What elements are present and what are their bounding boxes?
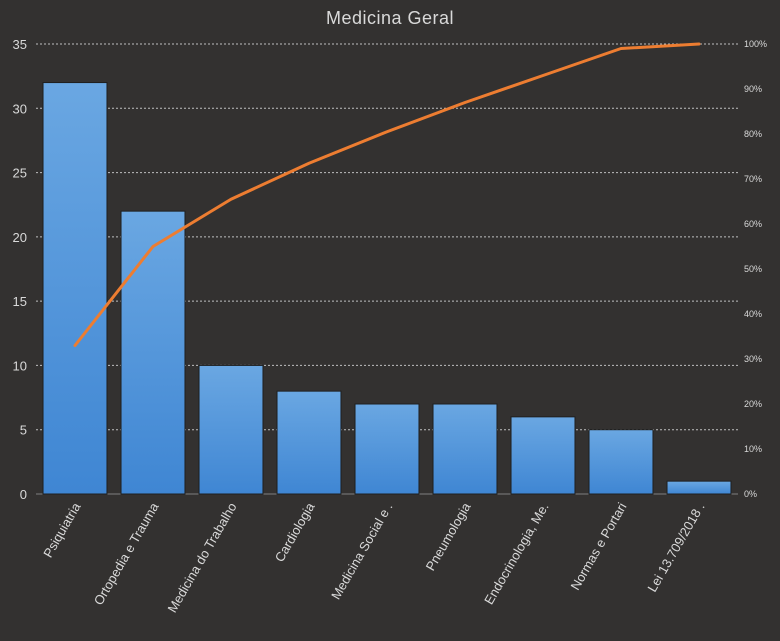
category-label: Medicina do Trabalho — [164, 500, 239, 615]
bar — [120, 210, 186, 495]
y2-tick-label: 40% — [744, 309, 762, 319]
bar — [588, 429, 654, 495]
bar — [42, 82, 108, 495]
category-label: Lei 13.709/2018 . — [644, 500, 707, 595]
y2-tick-label: 20% — [744, 399, 762, 409]
y2-tick-label: 100% — [744, 39, 767, 49]
y2-tick-label: 30% — [744, 354, 762, 364]
bar — [354, 403, 420, 495]
bar — [276, 390, 342, 495]
category-label: Normas e Portari — [567, 500, 629, 593]
category-label: Medicina Social e . — [328, 500, 396, 602]
y2-tick-label: 10% — [744, 444, 762, 454]
bar — [432, 403, 498, 495]
y-tick-label: 15 — [13, 294, 27, 309]
y-tick-label: 10 — [13, 358, 27, 373]
category-label: Pneumologia — [423, 499, 474, 573]
category-label: Ortopedia e Trauma — [91, 499, 162, 607]
category-label: Cardiologia — [272, 499, 318, 564]
y-tick-label: 20 — [13, 230, 27, 245]
y2-tick-label: 90% — [744, 84, 762, 94]
y2-tick-label: 50% — [744, 264, 762, 274]
category-label: Endocrinologia, Me. — [481, 500, 551, 607]
y-tick-label: 25 — [13, 166, 27, 181]
y2-tick-label: 60% — [744, 219, 762, 229]
y2-tick-label: 70% — [744, 174, 762, 184]
y-tick-label: 35 — [13, 37, 27, 52]
y-tick-label: 0 — [20, 487, 27, 502]
y2-tick-label: 80% — [744, 129, 762, 139]
bar — [666, 480, 732, 495]
category-label: Psiquiatria — [40, 499, 84, 560]
y-tick-label: 5 — [20, 423, 27, 438]
chart-title: Medicina Geral — [325, 8, 455, 28]
bar — [510, 416, 576, 495]
bar — [198, 364, 264, 495]
y2-tick-label: 0% — [744, 489, 757, 499]
y-tick-label: 30 — [13, 101, 27, 116]
